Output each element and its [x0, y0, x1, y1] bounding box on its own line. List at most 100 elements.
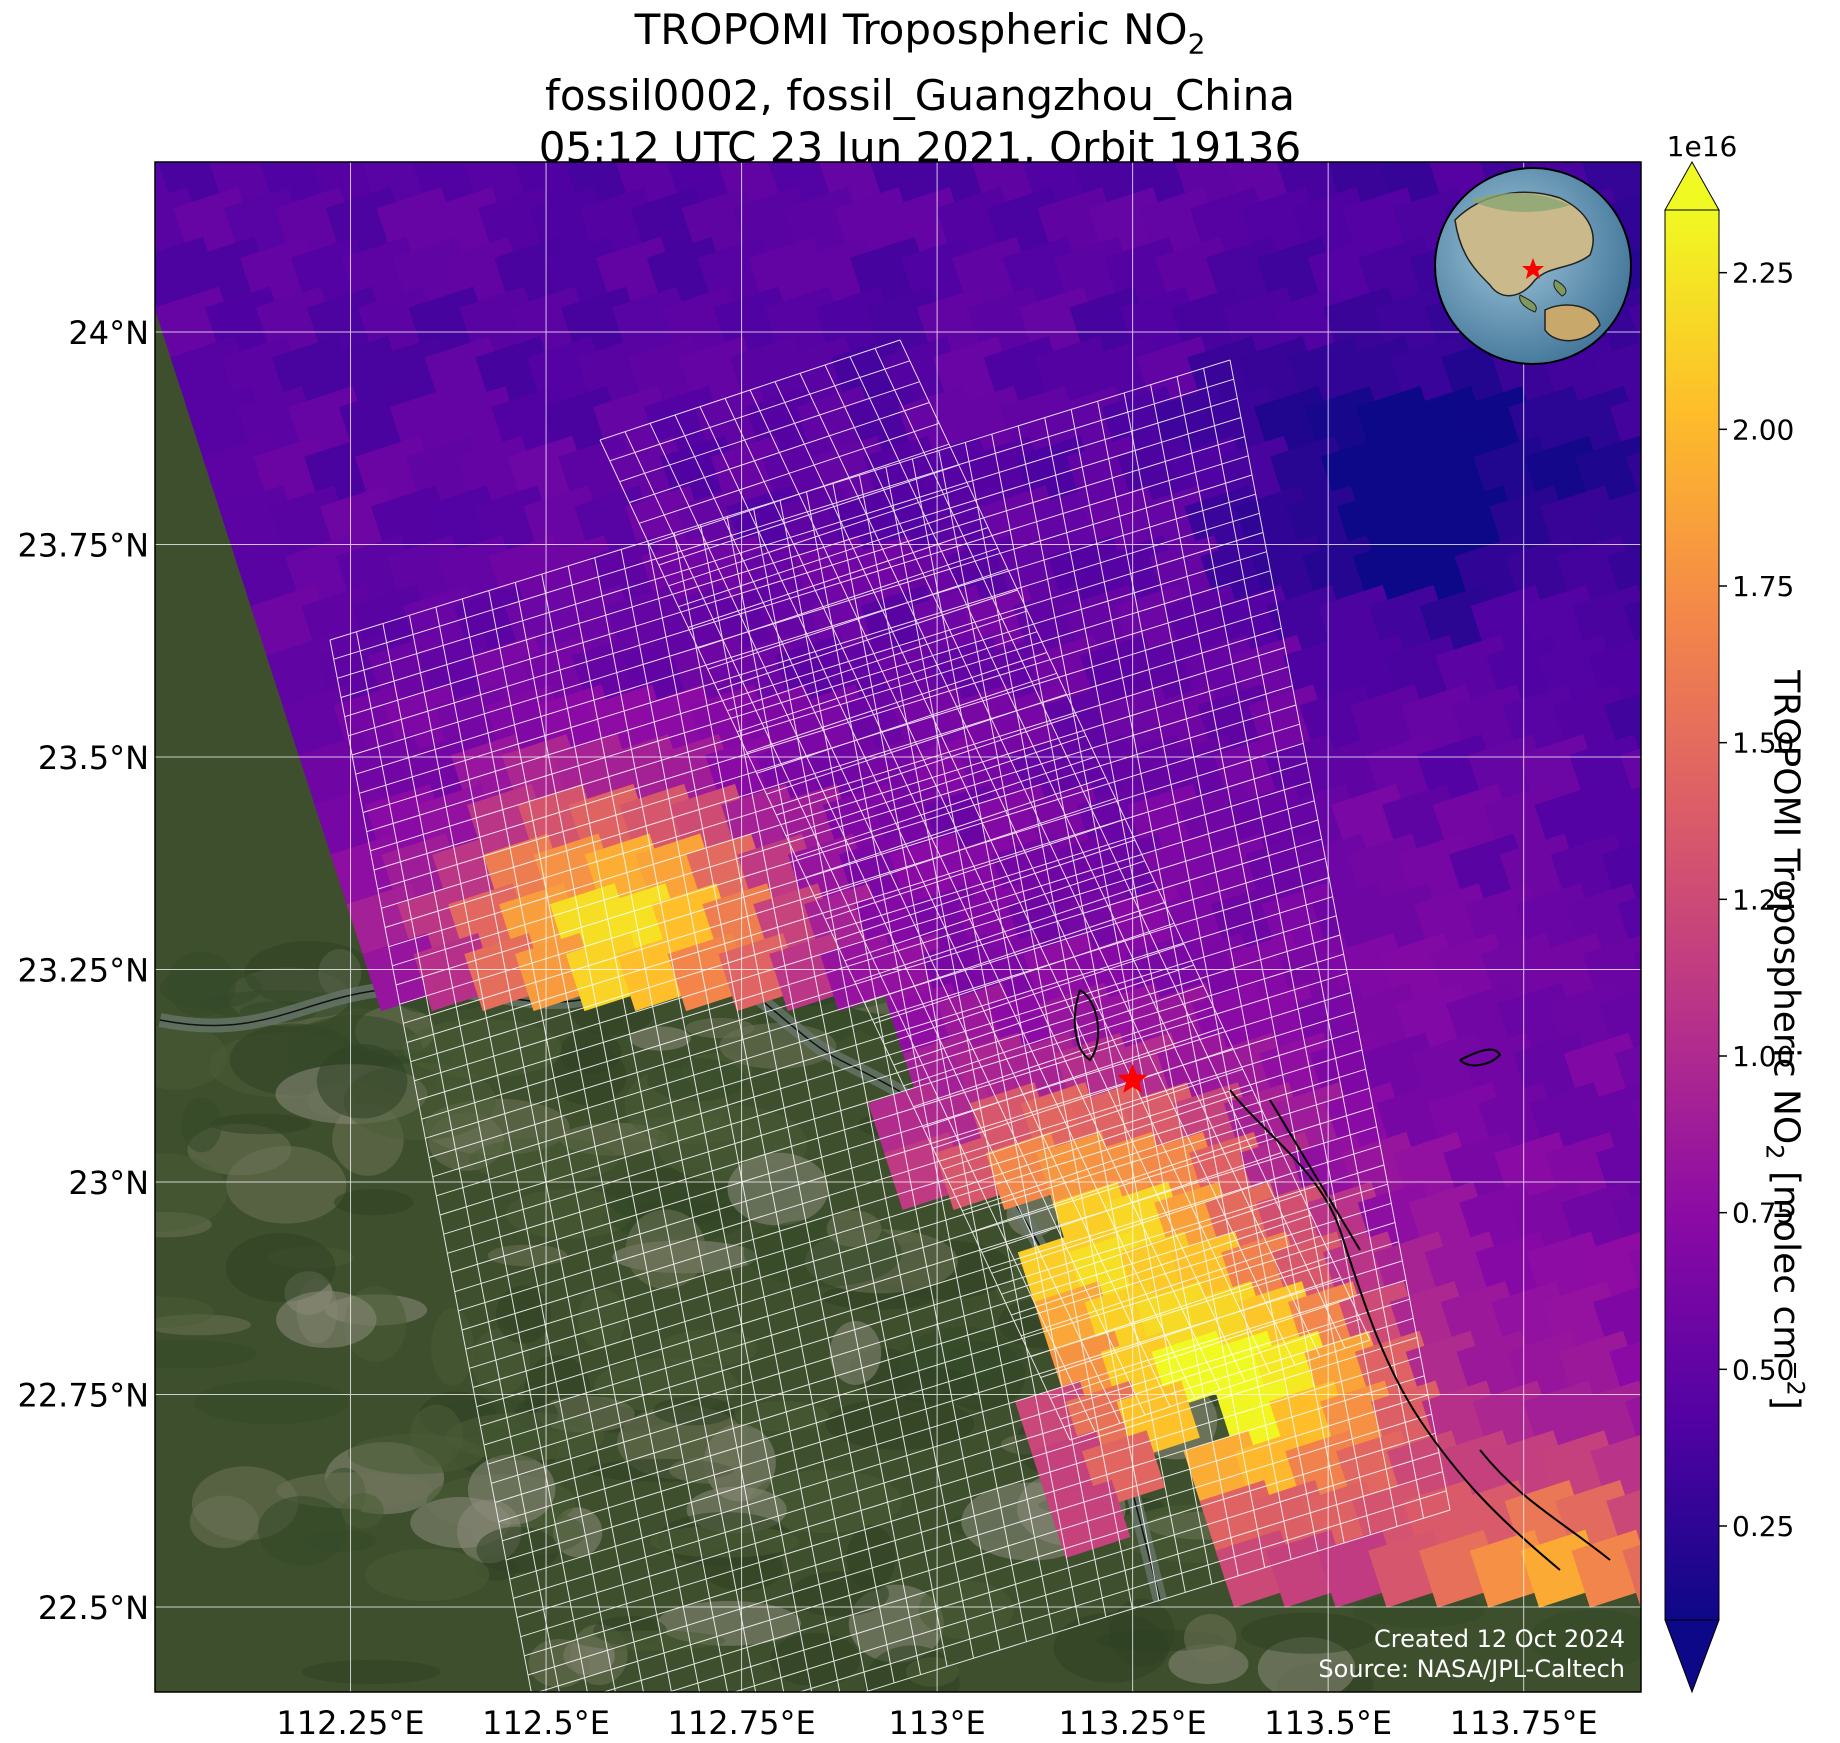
no2-pixel [1142, 38, 1225, 116]
colorbar-tick-label: 1.75 [1732, 570, 1794, 603]
footprint-line [854, 881, 1155, 983]
footprint-line [450, 992, 1352, 1273]
no2-pixel [954, 162, 1038, 166]
footprint-line [494, 1222, 1396, 1503]
terrain-patch [769, 1633, 861, 1687]
colorbar-tick-label: 1.50 [1732, 727, 1794, 760]
footprint-line [536, 1413, 1432, 1692]
terrain-patch [495, 1285, 551, 1344]
terrain-patch [364, 1548, 490, 1602]
terrain-patch [727, 1152, 829, 1226]
terrain-patch [625, 1209, 706, 1289]
no2-pixel [74, 38, 157, 116]
colorbar-label: TROPOMI Tropospheric NO2 [molec cm−2] [1760, 670, 1809, 1410]
footprint-line [599, 339, 901, 441]
footprint-line [509, 1298, 1410, 1580]
no2-pixel [684, 38, 767, 116]
terrain-patch [469, 1137, 619, 1183]
no2-pixel-field [74, 38, 1682, 1608]
terrain-patch [155, 1296, 215, 1328]
credit-source: Source: NASA/JPL-Caltech [1318, 1655, 1625, 1683]
footprint-line [366, 551, 1267, 833]
footprint-line [639, 422, 940, 524]
footprint-line [337, 397, 1238, 679]
terrain-patch [829, 1320, 882, 1385]
no2-pixel [278, 38, 361, 116]
no2-pixel [1412, 162, 1496, 166]
no2-pixel [125, 38, 208, 116]
terrain-patch [189, 1495, 259, 1549]
no2-pixel [430, 38, 513, 116]
footprint-line [472, 1107, 1374, 1388]
footprint-line [351, 474, 1253, 756]
no2-pixel [1047, 1479, 1131, 1559]
no2-pixel [903, 162, 987, 166]
footprint-line [362, 532, 1264, 813]
footprint-line [1060, 1318, 1361, 1420]
footprint-line [844, 860, 1145, 962]
colorbar-label-sub: 2 [1760, 1144, 1789, 1160]
no2-pixel [989, 38, 1072, 116]
colorbar-tick-label: 1.00 [1732, 1040, 1794, 1073]
coastline [1073, 989, 1611, 1571]
footprint-line [417, 819, 1319, 1101]
footprint-line [736, 631, 1038, 733]
terrain-patch [650, 1525, 800, 1558]
graticule [155, 162, 1641, 1692]
footprint-line [516, 1337, 1418, 1618]
no2-pixel [1462, 162, 1547, 166]
footprint-line [421, 838, 1322, 1120]
footprint-line [388, 666, 1289, 948]
terrain-patch [1183, 1614, 1237, 1663]
no2-pixel [888, 38, 971, 116]
footprint-line [513, 1317, 1414, 1599]
terrain-patch [505, 1189, 634, 1239]
no2-pixel [1599, 38, 1682, 116]
footprint-line [436, 915, 1337, 1197]
terrain-patch [194, 1380, 349, 1425]
terrain-patch [668, 1456, 751, 1484]
colorbar-label-unit: [molec cm [1765, 1159, 1807, 1361]
credit-created: Created 12 Oct 2024 [1374, 1625, 1625, 1653]
no2-pixel [633, 38, 716, 116]
footprint-line [952, 1089, 1253, 1191]
colorbar-tick-label: 2.00 [1732, 413, 1794, 446]
lat-tick-label: 23.75°N [17, 527, 149, 565]
footprint-line [498, 1241, 1399, 1523]
terrain-patch [431, 1308, 474, 1387]
terrain-patch [1529, 1609, 1641, 1668]
terrain-patch [210, 1113, 312, 1135]
no2-pixel [1345, 38, 1428, 116]
footprint-line [344, 436, 1245, 718]
terrain-patch [333, 1189, 414, 1216]
no2-pixel [242, 162, 327, 166]
no2-pixel [293, 162, 377, 166]
footprint-line [428, 877, 1330, 1158]
no2-pixel [583, 38, 666, 116]
no2-pixel [481, 38, 564, 116]
footprint-line [340, 417, 1242, 698]
no2-pixel [1310, 162, 1394, 166]
no2-pixel [1498, 38, 1581, 116]
footprint-line [863, 1509, 1451, 1692]
footprint-line [602, 1432, 1436, 1692]
footprint-line [732, 1471, 1443, 1692]
no2-pixel [1447, 38, 1530, 116]
no2-pixel [802, 162, 886, 166]
no2-pixel [1040, 38, 1123, 116]
no2-pixel [598, 162, 682, 166]
colorbar-tick-label: 0.25 [1732, 1510, 1794, 1543]
footprint-line [798, 1490, 1447, 1692]
terrain-patch [578, 1288, 626, 1349]
terrain-patch [446, 1412, 605, 1461]
no2-pixel [1513, 162, 1597, 166]
footprint-line [384, 647, 1286, 928]
footprint-line [476, 1126, 1377, 1408]
footprint-line [805, 777, 1106, 878]
footprint-line [766, 693, 1067, 795]
footprint-line [981, 1152, 1283, 1253]
no2-pixel [155, 162, 174, 166]
footprint-line [348, 455, 1249, 737]
footprint-line [746, 652, 1048, 753]
